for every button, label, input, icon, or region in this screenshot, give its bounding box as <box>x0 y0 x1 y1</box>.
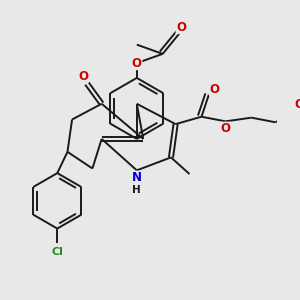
Text: O: O <box>295 98 300 111</box>
Text: O: O <box>78 70 88 83</box>
Text: N: N <box>132 171 142 184</box>
Text: O: O <box>220 122 230 135</box>
Text: H: H <box>132 185 141 195</box>
Text: Cl: Cl <box>51 247 63 257</box>
Text: O: O <box>132 57 142 70</box>
Text: O: O <box>176 21 186 34</box>
Text: O: O <box>209 82 219 95</box>
